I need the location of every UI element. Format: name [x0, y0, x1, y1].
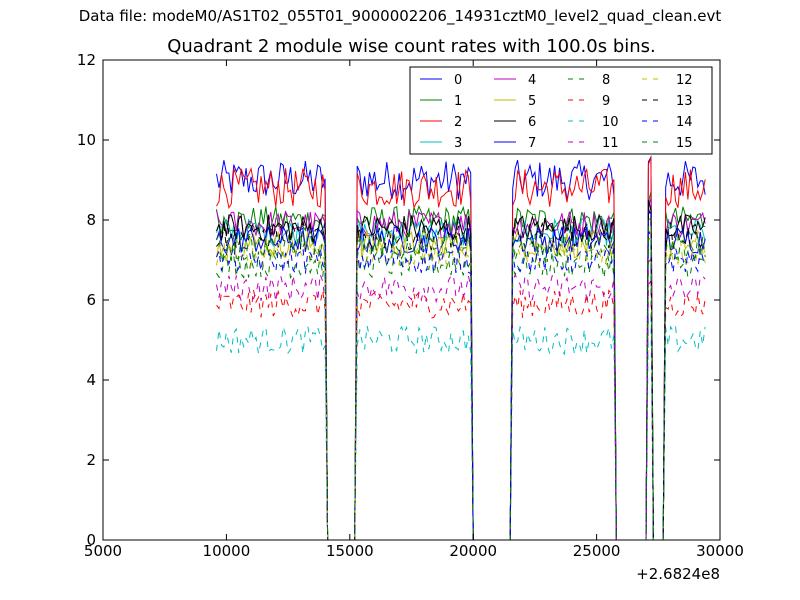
- series-line-13: [216, 207, 706, 541]
- ticks: [102, 59, 721, 541]
- x-tick-label: 5000: [84, 542, 122, 560]
- legend-label: 10: [602, 115, 619, 130]
- x-tick-label: 30000: [696, 542, 744, 560]
- legend-box: [409, 66, 713, 155]
- legend-label: 14: [676, 115, 693, 130]
- y-tick-label: 12: [77, 51, 96, 69]
- x-tick-label: 25000: [573, 542, 621, 560]
- y-tick-label: 0: [86, 531, 96, 549]
- suptitle: Data file: modeM0/AS1T02_055T01_90000022…: [78, 7, 722, 25]
- series-line-12: [216, 228, 706, 541]
- legend-label: 8: [602, 73, 610, 88]
- x-offset-label: +2.6824e8: [636, 565, 720, 583]
- y-tick-label: 10: [77, 131, 96, 149]
- y-tick-label: 8: [86, 211, 96, 229]
- y-tick-label: 4: [86, 371, 96, 389]
- legend-label: 7: [528, 136, 536, 151]
- legend-label: 0: [454, 73, 462, 88]
- series-line-15: [216, 217, 706, 541]
- y-tick-label: 2: [86, 451, 96, 469]
- series-line-0: [216, 155, 706, 541]
- legend-label: 12: [676, 73, 693, 88]
- x-tick-label: 10000: [203, 542, 251, 560]
- legend-label: 3: [454, 136, 462, 151]
- x-tick-label: 20000: [449, 542, 497, 560]
- series-line-7: [216, 209, 706, 541]
- series-line-11: [216, 258, 706, 541]
- legend-label: 11: [602, 136, 619, 151]
- y-tick-label: 6: [86, 291, 96, 309]
- series-line-10: [216, 314, 706, 541]
- legend-label: 5: [528, 94, 536, 109]
- legend-label: 13: [676, 94, 693, 109]
- series-line-2: [216, 157, 706, 541]
- legend-label: 1: [454, 94, 462, 109]
- legend-label: 2: [454, 115, 462, 130]
- series-line-9: [216, 279, 706, 541]
- legend-label: 9: [602, 94, 610, 109]
- x-tick-label: 15000: [326, 542, 374, 560]
- chart-title: Quadrant 2 module wise count rates with …: [167, 36, 656, 57]
- legend-label: 4: [528, 73, 536, 88]
- legend-label: 15: [676, 136, 693, 151]
- series-line-6: [216, 199, 706, 541]
- series-line-14: [216, 230, 706, 541]
- plot-lines: [216, 155, 706, 541]
- legend-label: 6: [528, 115, 536, 130]
